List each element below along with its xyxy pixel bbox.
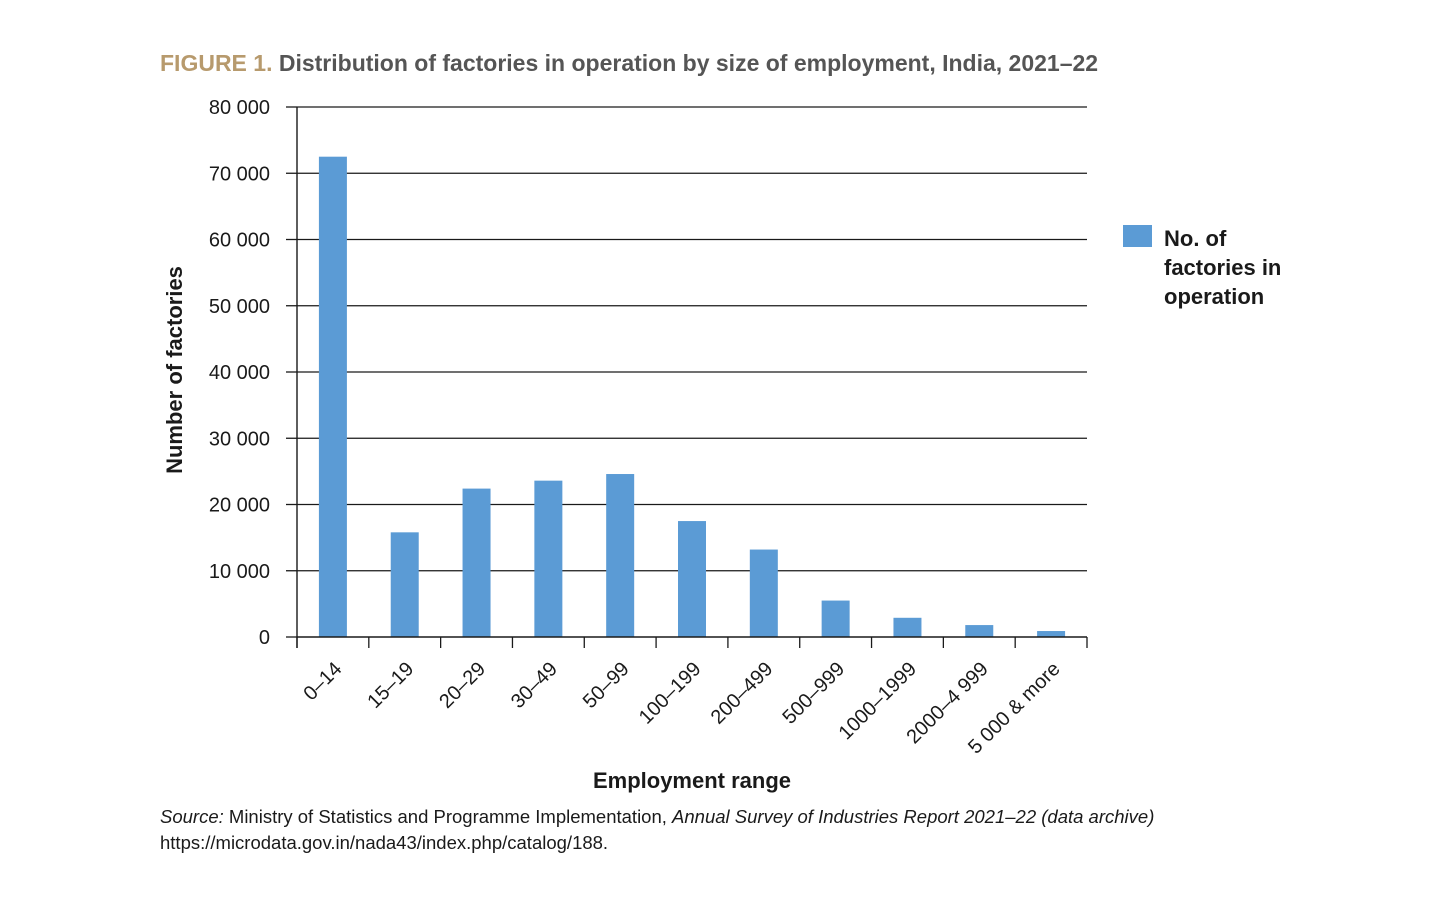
legend-swatch xyxy=(1123,225,1152,247)
bar xyxy=(462,488,491,637)
bar xyxy=(821,600,850,637)
x-tick-label: 200–499 xyxy=(707,658,778,729)
bars xyxy=(318,156,1066,637)
source-url: https://microdata.gov.in/nada43/index.ph… xyxy=(160,832,609,853)
y-tick-label: 20 000 xyxy=(209,495,270,517)
x-tick-label: 30–49 xyxy=(507,658,562,713)
x-tick-label: 500–999 xyxy=(779,658,850,729)
x-tick-label: 20–29 xyxy=(435,658,490,713)
x-tick-label: 100–199 xyxy=(635,658,706,729)
x-tick-label: 15–19 xyxy=(363,658,418,713)
y-tick-label: 10 000 xyxy=(209,561,270,583)
legend-label: No. of factories in operation xyxy=(1164,226,1282,309)
bar xyxy=(749,549,778,637)
y-axis-label: Number of factories xyxy=(162,266,187,474)
source-prefix: Source: xyxy=(160,806,224,827)
y-tick-label: 30 000 xyxy=(209,428,270,450)
y-tick-label: 60 000 xyxy=(209,230,270,252)
bar xyxy=(678,521,706,637)
x-tick-label: 0–14 xyxy=(299,658,346,705)
y-tick-label: 70 000 xyxy=(209,163,270,185)
source-report: Annual Survey of Industries Report 2021–… xyxy=(672,806,1155,827)
bar xyxy=(1037,631,1066,637)
gridlines xyxy=(286,106,1087,638)
y-tick-label: 80 000 xyxy=(209,97,270,119)
x-tick-labels: 0–14 15–19 20–29 30–49 50–99 100–199 200–499 50… xyxy=(299,658,1064,758)
axes xyxy=(296,107,1088,648)
bar xyxy=(965,625,994,637)
source-publisher: Ministry of Statistics and Programme Imp… xyxy=(223,806,673,827)
bar xyxy=(534,480,563,637)
bar xyxy=(390,532,419,637)
bar xyxy=(606,474,635,637)
y-tick-labels: 0 10 000 20 000 30 000 40 000 50 000 60 000 70 … xyxy=(209,97,270,649)
figure-title-text: Distribution of factories in operation b… xyxy=(278,50,1099,76)
bar xyxy=(893,617,922,637)
source-note: Source: Ministry of Statistics and Progr… xyxy=(160,804,1154,856)
y-tick-label: 0 xyxy=(259,627,270,649)
figure-label: FIGURE 1. xyxy=(160,50,273,76)
bar xyxy=(318,156,347,637)
y-tick-label: 50 000 xyxy=(209,296,270,318)
x-axis-label: Employment range xyxy=(593,768,791,793)
x-tick-label: 50–99 xyxy=(579,658,634,713)
legend: No. of factories in operation xyxy=(1123,224,1314,311)
y-tick-label: 40 000 xyxy=(209,362,270,384)
figure-title: FIGURE 1. Distribution of factories in o… xyxy=(160,50,1098,77)
